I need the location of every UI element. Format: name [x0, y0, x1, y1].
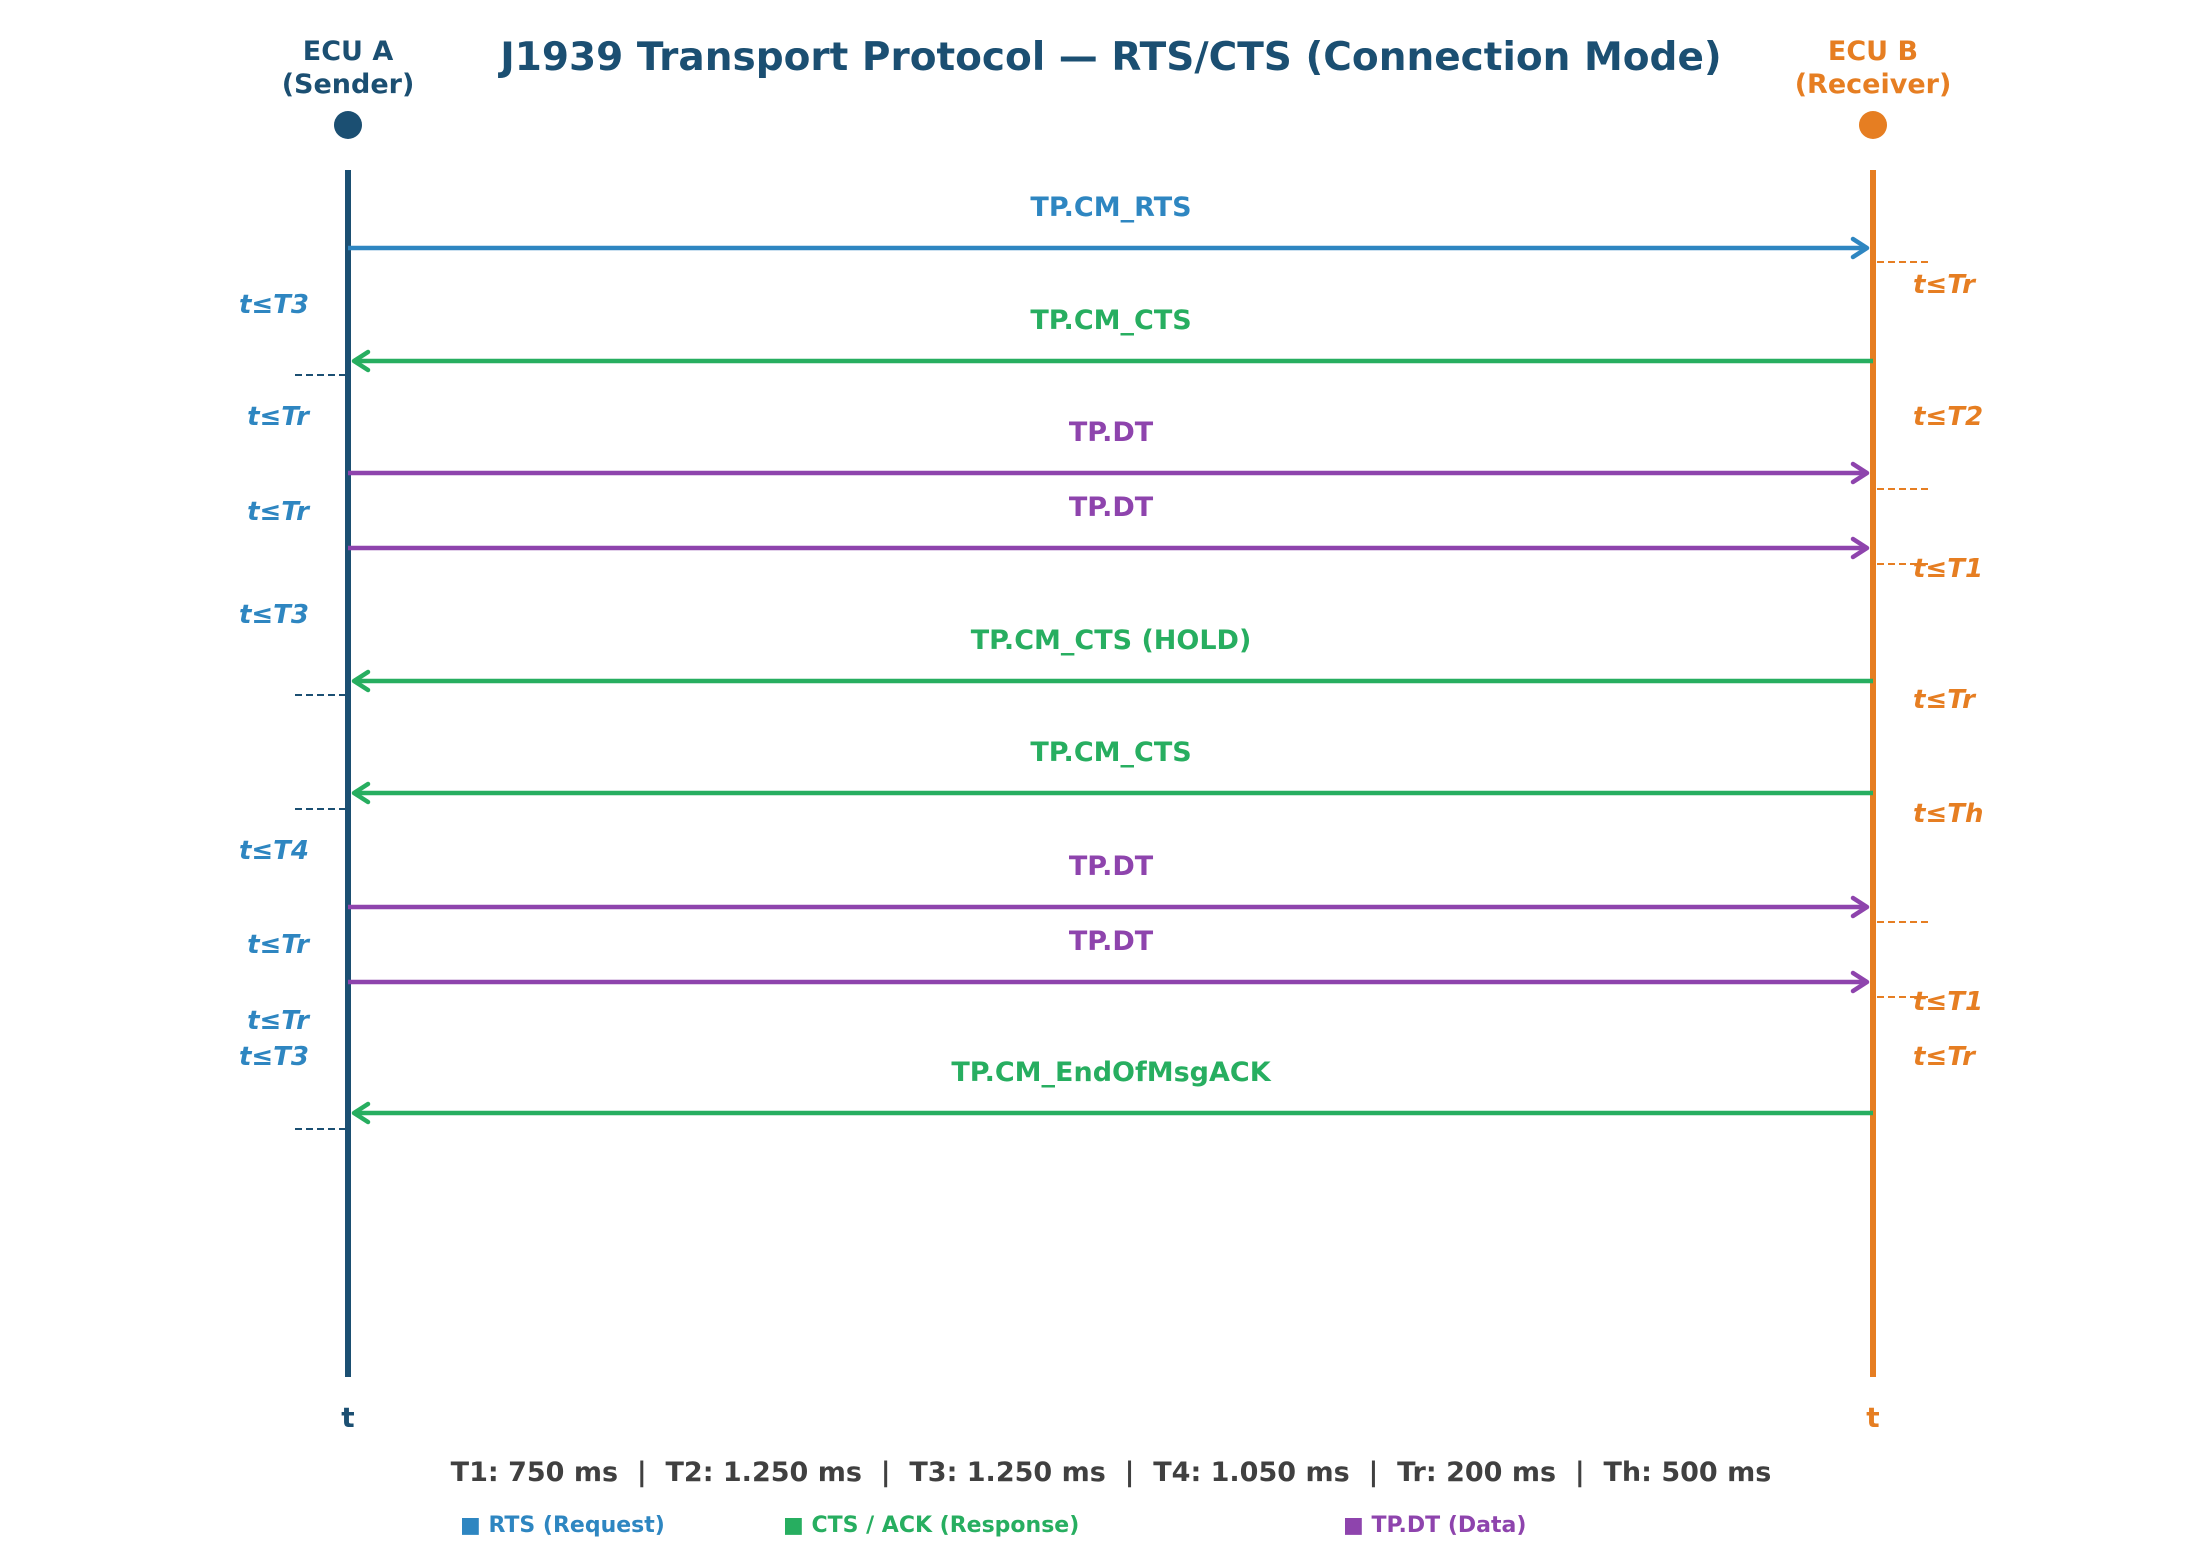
arrowhead-icon	[1850, 461, 1870, 485]
receiver-timeout-label: t≤T1	[1913, 554, 1983, 584]
arrowhead-icon	[1850, 536, 1870, 560]
message-label: TP.DT	[1069, 926, 1154, 957]
sender-timeout-label: t≤Tr	[247, 1006, 311, 1036]
diagram-title: J1939 Transport Protocol — RTS/CTS (Conn…	[497, 35, 1722, 80]
arrowhead-icon	[1850, 236, 1870, 260]
message-label: TP.CM_RTS	[1030, 192, 1191, 223]
message-dt: TP.DT	[348, 851, 1870, 919]
sender-timeout-label: t≤Tr	[247, 497, 311, 527]
arrowhead-icon	[351, 669, 371, 693]
message-cts: TP.CM_CTS	[351, 737, 1873, 805]
ecu-b-role: (Receiver)	[1795, 69, 1952, 100]
message-label: TP.DT	[1069, 417, 1154, 448]
ecu-b-time-axis-label: t	[1866, 1401, 1879, 1434]
message-cts: TP.CM_EndOfMsgACK	[351, 1057, 1873, 1125]
message-label: TP.DT	[1069, 492, 1154, 523]
arrowhead-icon	[351, 1101, 371, 1125]
ecu-b-name: ECU B	[1828, 36, 1918, 67]
message-rts: TP.CM_RTS	[348, 192, 1870, 260]
sender-timeout-label: t≤T3	[239, 290, 309, 320]
ecu-b-node	[1859, 111, 1887, 139]
sender-timeout-label: t≤Tr	[247, 930, 311, 960]
message-label: TP.CM_CTS	[1030, 305, 1191, 336]
sender-timeout-label: t≤T3	[239, 600, 309, 630]
messages: TP.CM_RTS TP.CM_CTS TP.DT TP.DT TP.CM_CTS (H…	[348, 192, 1873, 1125]
receiver-timeout-label: t≤Th	[1913, 799, 1983, 829]
message-label: TP.DT	[1069, 851, 1154, 882]
timeout-markers	[295, 261, 1930, 1130]
message-label: TP.CM_EndOfMsgACK	[951, 1057, 1271, 1088]
receiver-timeout-label: t≤T1	[1913, 987, 1983, 1017]
legend-rts: ■ RTS (Request)	[460, 1513, 665, 1538]
arrowhead-icon	[1850, 895, 1870, 919]
receiver-timeout-label: t≤Tr	[1913, 685, 1977, 715]
receiver-timeout-label: t≤Tr	[1913, 1042, 1977, 1072]
ecu-a-time-axis-label: t	[341, 1401, 354, 1434]
legend-cts: ■ CTS / ACK (Response)	[783, 1513, 1079, 1538]
ecu-a-name: ECU A	[303, 36, 394, 67]
message-label: TP.CM_CTS	[1030, 737, 1191, 768]
timer-values-footer: T1: 750 ms | T2: 1.250 ms | T3: 1.250 ms…	[451, 1457, 1772, 1488]
message-dt: TP.DT	[348, 417, 1870, 485]
sender-timeout-label: t≤Tr	[247, 402, 311, 432]
sender-timeout-label: t≤T3	[239, 1042, 309, 1072]
ecu-a-node	[334, 111, 362, 139]
arrowhead-icon	[351, 349, 371, 373]
sender-timeouts: t≤T3 t≤Tr t≤Tr t≤T3 t≤T4 t≤Tr t≤Tr t≤T3	[239, 290, 311, 1072]
message-cts: TP.CM_CTS (HOLD)	[351, 625, 1873, 693]
legend-dt: ■ TP.DT (Data)	[1343, 1513, 1526, 1538]
receiver-timeouts: t≤Tr t≤T2 t≤T1 t≤Tr t≤Th t≤T1 t≤Tr	[1913, 270, 1983, 1072]
sender-timeout-label: t≤T4	[239, 836, 309, 866]
arrowhead-icon	[1850, 970, 1870, 994]
message-cts: TP.CM_CTS	[351, 305, 1873, 373]
message-dt: TP.DT	[348, 926, 1870, 994]
message-label: TP.CM_CTS (HOLD)	[971, 625, 1252, 656]
ecu-a-role: (Sender)	[282, 69, 415, 100]
receiver-timeout-label: t≤Tr	[1913, 270, 1977, 300]
message-dt: TP.DT	[348, 492, 1870, 560]
arrowhead-icon	[351, 781, 371, 805]
receiver-timeout-label: t≤T2	[1913, 402, 1983, 432]
